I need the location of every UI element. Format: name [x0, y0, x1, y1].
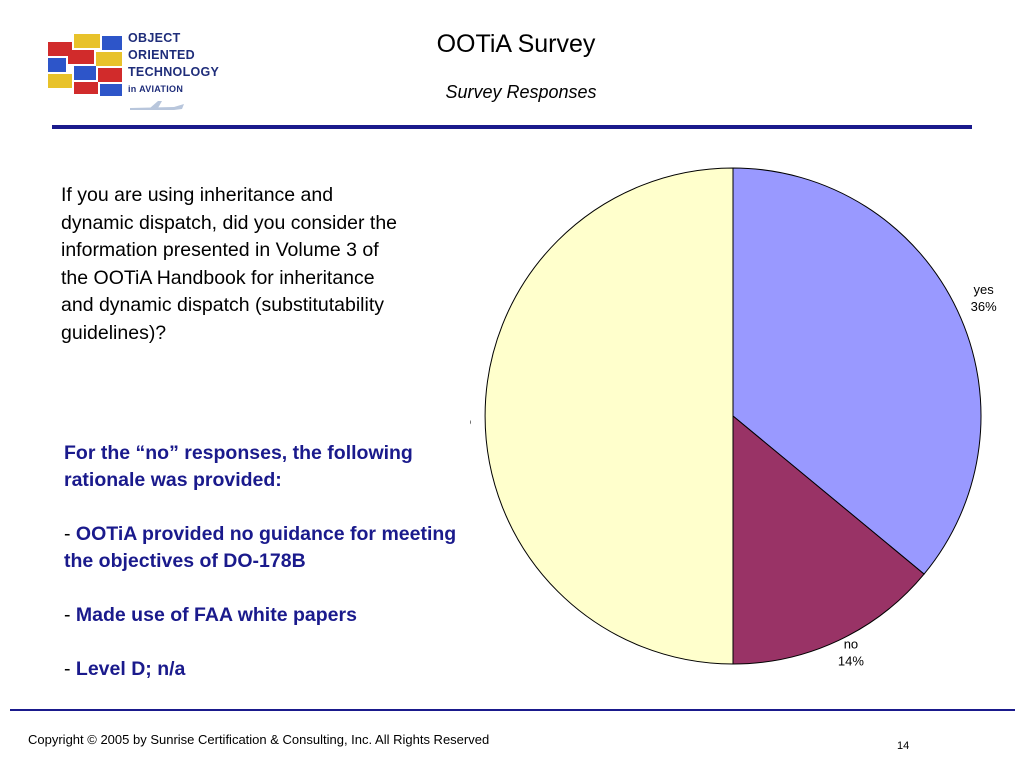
rationale-item: - Level D; n/a	[64, 656, 484, 683]
pie-slice-na	[484, 167, 734, 665]
rationale-heading: For the “no” responses, the following ra…	[64, 442, 413, 491]
pie-slice-no	[732, 414, 925, 665]
airplane-icon	[130, 100, 184, 110]
rationale-item-text: Made use of FAA white papers	[75, 604, 357, 626]
logo-text: OBJECT ORIENTED TECHNOLOGY in AVIATION	[128, 30, 236, 115]
logo-line: ORIENTED	[128, 48, 195, 62]
slice-percent-label: 50%	[470, 413, 471, 428]
lego-blocks-icon	[48, 34, 122, 96]
slice-percent-label: 14%	[838, 654, 864, 669]
rationale-item-text: Level D; n/a	[75, 658, 186, 680]
rationale-block: For the “no” responses, the following ra…	[64, 440, 484, 710]
header-divider	[52, 125, 972, 129]
bullet-dash: -	[64, 658, 71, 680]
slice-percent-label: 36%	[971, 299, 997, 314]
logo-line: OBJECT	[128, 31, 181, 45]
rationale-item: - Made use of FAA white papers	[64, 602, 484, 629]
logo-tagline: in AVIATION	[128, 84, 184, 94]
copyright-notice: Copyright © 2005 by Sunrise Certificatio…	[28, 732, 490, 747]
footer-divider	[10, 709, 1015, 711]
bullet-dash: -	[64, 604, 71, 626]
rationale-item-text: OOTiA provided no guidance for meeting t…	[64, 523, 457, 572]
survey-question: If you are using inheritance and dynamic…	[61, 184, 398, 344]
logo: OBJECT ORIENTED TECHNOLOGY in AVIATION	[46, 30, 236, 110]
pie-slice-yes	[732, 167, 982, 575]
page-title: OOTiA Survey	[436, 30, 596, 58]
page-number: 14	[897, 740, 910, 752]
bullet-dash: -	[64, 523, 71, 545]
logo-line: TECHNOLOGY	[128, 65, 220, 79]
slice-label: no	[844, 637, 858, 652]
rationale-item: - OOTiA provided no guidance for meeting…	[64, 521, 484, 575]
slice-label: yes	[974, 282, 995, 297]
page-subtitle: Survey Responses	[445, 82, 597, 102]
logo-line: in AVIATION	[128, 81, 236, 115]
